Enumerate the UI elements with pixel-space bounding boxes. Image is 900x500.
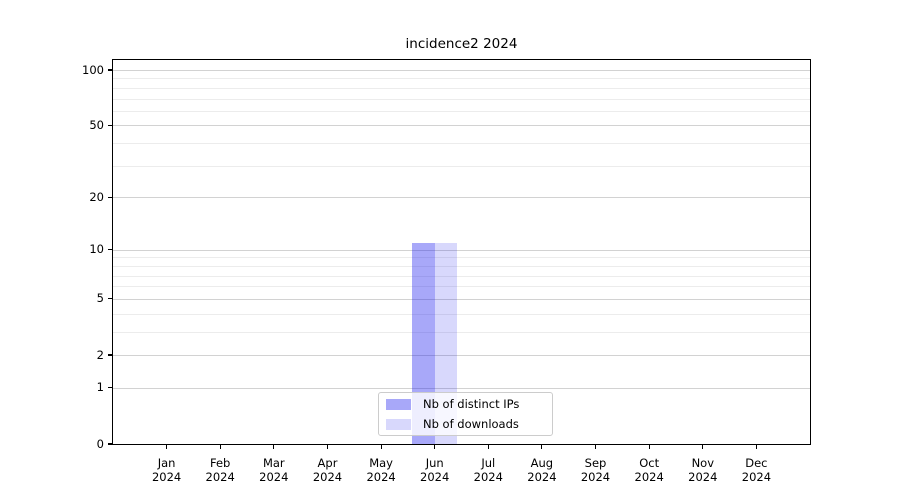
gridline-minor [113, 257, 810, 259]
gridline-minor [113, 286, 810, 288]
x-tick-label: Sep 2024 [580, 456, 611, 484]
legend-swatch [386, 398, 411, 410]
y-tick-mark [108, 298, 112, 300]
legend-row: Nb of downloads [379, 416, 552, 433]
x-tick-label: Apr 2024 [312, 456, 343, 484]
x-tick-label: Dec 2024 [741, 456, 772, 484]
gridline-minor [113, 87, 810, 89]
y-tick-mark [108, 443, 112, 445]
x-tick-label: Jun 2024 [420, 456, 450, 484]
x-tick-mark [166, 445, 168, 449]
y-tick-mark [108, 249, 112, 251]
x-tick-mark [273, 445, 275, 449]
y-tick-label: 50 [89, 117, 104, 132]
x-tick-mark [219, 445, 221, 449]
y-tick-label: 1 [96, 380, 104, 395]
gridline-minor [113, 165, 810, 167]
x-tick-label: Jan 2024 [151, 456, 182, 484]
y-tick-label: 10 [89, 242, 104, 257]
x-tick-mark [326, 445, 329, 449]
x-tick-mark [380, 445, 382, 449]
y-tick-mark [108, 387, 112, 389]
x-tick-mark [594, 445, 597, 449]
x-tick-label: Mar 2024 [259, 456, 289, 484]
gridline-minor [113, 78, 810, 80]
x-tick-mark [487, 445, 489, 449]
y-tick-label: 5 [96, 291, 104, 306]
y-tick-mark [108, 69, 112, 71]
x-tick-mark [755, 445, 757, 449]
x-tick-label: Feb 2024 [205, 456, 235, 484]
y-tick-label: 20 [89, 189, 104, 204]
gridline-minor [113, 143, 810, 145]
y-tick-mark [108, 124, 112, 126]
legend-row: Nb of distinct IPs [379, 396, 552, 413]
y-tick-label: 0 [96, 436, 104, 451]
gridline-major [113, 387, 810, 389]
x-tick-label: Aug 2024 [527, 456, 557, 484]
x-tick-mark [702, 445, 704, 449]
gridline-major [113, 355, 810, 356]
gridline-major [113, 70, 810, 71]
gridline-minor [113, 265, 810, 267]
gridline-minor [113, 313, 810, 315]
x-tick-mark [648, 445, 650, 449]
x-tick-label: Jul 2024 [473, 456, 503, 484]
gridline-minor [113, 110, 810, 112]
legend: Nb of distinct IPs Nb of downloads [378, 392, 553, 436]
gridline-minor [113, 331, 810, 333]
legend-label: Nb of distinct IPs [423, 397, 520, 411]
y-tick-label: 100 [82, 62, 104, 77]
legend-label: Nb of downloads [423, 417, 519, 431]
gridline-major [113, 249, 810, 251]
x-tick-mark [434, 445, 436, 449]
gridline-minor [113, 98, 810, 100]
gridline-major [113, 298, 810, 300]
chart-title: incidence2 2024 [405, 36, 518, 52]
x-tick-label: Oct 2024 [634, 456, 664, 484]
x-tick-mark [541, 445, 543, 449]
x-tick-label: Nov 2024 [688, 456, 718, 484]
legend-swatch [386, 418, 411, 430]
gridline-minor [113, 275, 810, 277]
gridline-major [113, 197, 810, 199]
gridline-major [113, 125, 810, 127]
y-tick-label: 2 [96, 347, 104, 362]
y-tick-mark [108, 354, 112, 356]
x-tick-label: May 2024 [366, 456, 396, 484]
y-tick-mark [108, 196, 112, 198]
